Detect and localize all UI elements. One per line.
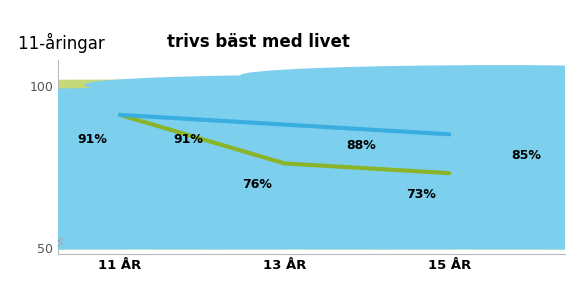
- Text: 88%: 88%: [346, 139, 376, 152]
- Polygon shape: [0, 194, 225, 248]
- Polygon shape: [207, 170, 582, 248]
- Text: trivs bäst med livet: trivs bäst med livet: [167, 33, 350, 51]
- Polygon shape: [545, 159, 582, 248]
- Polygon shape: [336, 105, 521, 110]
- Polygon shape: [0, 172, 582, 194]
- Text: 76%: 76%: [242, 178, 272, 191]
- Circle shape: [198, 87, 582, 105]
- Polygon shape: [0, 110, 582, 165]
- Circle shape: [0, 80, 347, 99]
- Polygon shape: [179, 116, 349, 121]
- Polygon shape: [0, 105, 582, 162]
- Text: 91%: 91%: [77, 133, 107, 146]
- Polygon shape: [0, 121, 582, 172]
- Polygon shape: [0, 170, 124, 248]
- Polygon shape: [151, 187, 582, 248]
- Polygon shape: [0, 165, 582, 190]
- Polygon shape: [0, 187, 64, 248]
- Polygon shape: [395, 86, 582, 93]
- Polygon shape: [471, 190, 582, 248]
- Text: 73%: 73%: [406, 188, 436, 201]
- Polygon shape: [374, 164, 582, 248]
- Polygon shape: [0, 164, 285, 248]
- Polygon shape: [0, 93, 582, 159]
- Circle shape: [0, 88, 392, 106]
- Polygon shape: [0, 190, 386, 248]
- Circle shape: [240, 66, 582, 86]
- Polygon shape: [0, 162, 582, 187]
- Text: 11-åringar: 11-åringar: [17, 33, 109, 53]
- Polygon shape: [12, 99, 204, 105]
- Polygon shape: [0, 101, 582, 164]
- Text: 91%: 91%: [173, 133, 203, 146]
- Polygon shape: [544, 93, 582, 158]
- Polygon shape: [232, 94, 428, 101]
- Text: 85%: 85%: [511, 149, 541, 162]
- Circle shape: [51, 99, 477, 116]
- Polygon shape: [303, 194, 582, 248]
- Polygon shape: [74, 106, 256, 112]
- Polygon shape: [0, 99, 9, 162]
- Polygon shape: [0, 112, 582, 170]
- Polygon shape: [0, 159, 452, 248]
- Circle shape: [86, 75, 574, 94]
